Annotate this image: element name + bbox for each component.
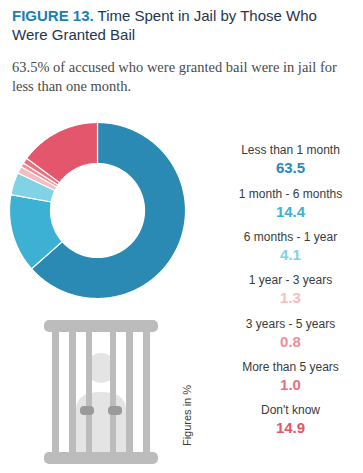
- svg-text:More than 5 years: More than 5 years: [242, 360, 339, 374]
- svg-text:6 months - 1 year: 6 months - 1 year: [244, 230, 337, 244]
- html-text:63.5% of accused who were gran: 63.5% of accused who were granted bail w…: [12, 59, 337, 94]
- svg-text:4.1: 4.1: [280, 246, 301, 263]
- svg-text:1.0: 1.0: [280, 376, 301, 393]
- svg-text:1 year - 3 years: 1 year - 3 years: [249, 273, 332, 287]
- svg-text:Figures in %: Figures in %: [181, 385, 193, 446]
- svg-text:63.5: 63.5: [276, 159, 305, 176]
- html-text:FIGURE 13. Time Spent in Jail: FIGURE 13. Time Spent in Jail by Those W…: [12, 7, 317, 43]
- svg-text:0.8: 0.8: [280, 333, 301, 350]
- svg-text:14.4: 14.4: [276, 203, 306, 220]
- svg-text:14.9: 14.9: [276, 419, 305, 436]
- svg-text:Don't know: Don't know: [261, 403, 320, 417]
- svg-text:3 years - 5 years: 3 years - 5 years: [246, 317, 335, 331]
- svg-text:1 month - 6 months: 1 month - 6 months: [239, 187, 342, 201]
- svg-text:1.3: 1.3: [280, 289, 301, 306]
- svg-text:Less than 1 month: Less than 1 month: [241, 143, 340, 157]
